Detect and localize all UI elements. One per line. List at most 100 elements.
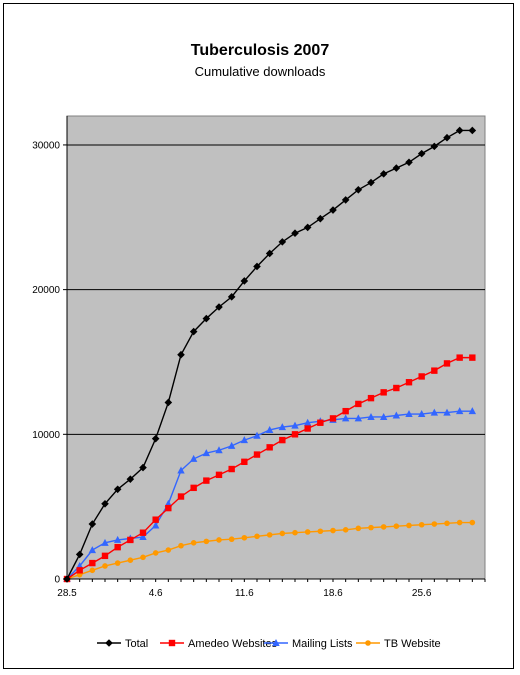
legend: Total Amedeo Websites Mailing Lists TB Webs… bbox=[97, 638, 441, 650]
point-0-23 bbox=[354, 185, 363, 194]
point-3-27 bbox=[406, 522, 412, 529]
point-2-18 bbox=[291, 421, 299, 429]
point-3-23 bbox=[355, 525, 362, 532]
point-1-21 bbox=[329, 415, 337, 422]
series-3 bbox=[64, 519, 476, 582]
point-3-29 bbox=[431, 521, 438, 527]
point-0-15 bbox=[253, 262, 261, 271]
point-1-26 bbox=[393, 384, 400, 392]
point-3-6 bbox=[140, 554, 146, 561]
point-1-30 bbox=[443, 360, 451, 367]
chart-title: Tuberculosis 2007 bbox=[190, 42, 330, 59]
point-1-9 bbox=[177, 493, 185, 500]
point-0-13 bbox=[227, 293, 236, 301]
point-2-32 bbox=[468, 407, 477, 415]
point-1-11 bbox=[203, 477, 210, 484]
point-3-5 bbox=[127, 557, 134, 563]
point-1-2 bbox=[89, 559, 96, 567]
legend-marker-2 bbox=[272, 639, 280, 646]
point-0-5 bbox=[126, 475, 135, 483]
point-2-23 bbox=[354, 414, 363, 422]
point-2-10 bbox=[189, 454, 198, 462]
point-0-19 bbox=[303, 223, 312, 232]
point-0-11 bbox=[202, 314, 211, 323]
point-1-10 bbox=[190, 484, 197, 492]
point-0-27 bbox=[405, 158, 413, 167]
point-3-26 bbox=[393, 523, 400, 529]
point-1-18 bbox=[291, 431, 299, 438]
y-tick-label-1: 10000 bbox=[32, 430, 60, 441]
point-0-21 bbox=[329, 206, 337, 214]
point-1-22 bbox=[342, 407, 349, 415]
point-3-22 bbox=[342, 527, 349, 533]
point-2-24 bbox=[367, 412, 375, 420]
point-2-3 bbox=[101, 538, 109, 546]
point-2-31 bbox=[455, 407, 464, 415]
point-3-8 bbox=[165, 547, 172, 553]
point-0-25 bbox=[379, 170, 388, 178]
point-3-19 bbox=[304, 529, 311, 535]
point-0-3 bbox=[101, 499, 109, 508]
point-1-24 bbox=[367, 394, 375, 402]
point-3-31 bbox=[456, 519, 463, 526]
point-2-15 bbox=[253, 431, 261, 439]
x-tick-label-4: 25.6 bbox=[412, 588, 432, 599]
legend-label-0: Total bbox=[125, 638, 148, 650]
series-0 bbox=[63, 126, 477, 583]
point-0-16 bbox=[265, 249, 274, 258]
legend-label-2: Mailing Lists bbox=[292, 638, 353, 650]
point-1-12 bbox=[215, 471, 223, 479]
point-1-6 bbox=[139, 529, 147, 536]
x-tick-label-2: 11.6 bbox=[235, 588, 254, 599]
point-2-2 bbox=[88, 546, 97, 554]
point-1-28 bbox=[418, 373, 425, 380]
series-1 bbox=[63, 354, 476, 583]
point-0-29 bbox=[430, 142, 439, 151]
point-2-6 bbox=[139, 533, 147, 541]
point-3-16 bbox=[266, 532, 273, 538]
point-0-9 bbox=[177, 350, 185, 359]
point-1-31 bbox=[456, 354, 463, 361]
point-1-27 bbox=[405, 379, 413, 386]
point-2-7 bbox=[151, 521, 160, 529]
x-tick-label-1: 4.6 bbox=[149, 588, 163, 599]
point-3-10 bbox=[190, 540, 197, 546]
point-1-17 bbox=[279, 436, 286, 444]
x-tick-label-0: 28.5 bbox=[57, 588, 77, 599]
point-0-31 bbox=[455, 126, 464, 135]
y-tick-label-0: 0 bbox=[54, 575, 60, 586]
point-2-30 bbox=[443, 408, 451, 416]
point-3-17 bbox=[279, 530, 286, 537]
point-2-22 bbox=[341, 414, 350, 422]
series-layer bbox=[63, 126, 477, 583]
point-2-16 bbox=[265, 425, 274, 433]
legend-marker-0 bbox=[105, 639, 113, 647]
point-0-7 bbox=[151, 434, 160, 443]
point-3-32 bbox=[469, 519, 476, 526]
point-0-4 bbox=[113, 485, 122, 494]
point-3-18 bbox=[292, 529, 298, 536]
x-tick-label-3: 18.6 bbox=[323, 588, 343, 599]
point-2-28 bbox=[417, 410, 426, 418]
point-1-32 bbox=[469, 354, 476, 361]
point-2-25 bbox=[379, 412, 388, 420]
point-1-23 bbox=[355, 400, 362, 408]
point-0-28 bbox=[417, 149, 426, 158]
point-0-24 bbox=[367, 178, 375, 187]
point-3-14 bbox=[241, 534, 248, 541]
point-0-14 bbox=[240, 277, 249, 285]
point-0-26 bbox=[392, 164, 401, 172]
point-1-5 bbox=[127, 536, 134, 544]
point-1-1 bbox=[76, 567, 83, 574]
point-2-13 bbox=[227, 441, 236, 449]
point-2-26 bbox=[392, 411, 401, 419]
point-0-17 bbox=[278, 238, 287, 246]
point-3-28 bbox=[418, 521, 425, 528]
point-0-1 bbox=[75, 550, 84, 559]
point-2-9 bbox=[177, 466, 185, 474]
point-0-30 bbox=[443, 133, 451, 142]
point-1-13 bbox=[228, 465, 235, 473]
point-3-30 bbox=[444, 520, 450, 527]
point-2-17 bbox=[278, 423, 287, 431]
